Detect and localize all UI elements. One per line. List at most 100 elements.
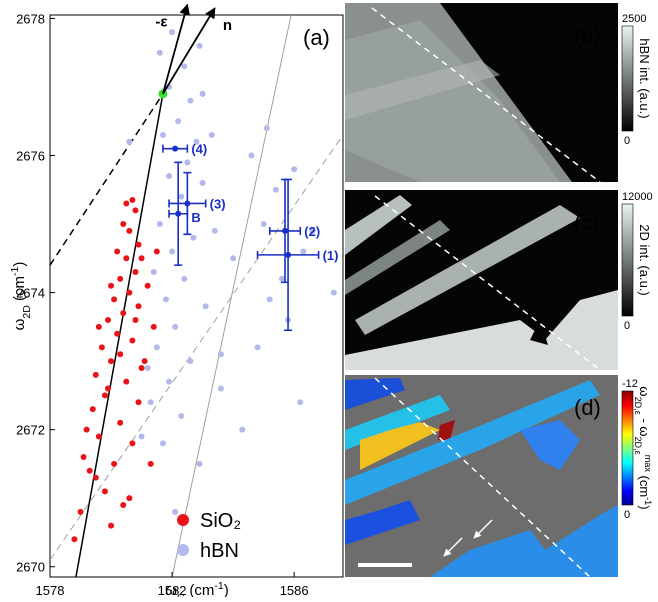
point bbox=[108, 522, 115, 529]
guide-line bbox=[171, 15, 292, 577]
colorbar-label: ω2D,ε - ω2D,εmax (cm-1) bbox=[633, 386, 653, 509]
label-part: hBN int. (a.u.) bbox=[637, 38, 652, 118]
label-part: 2D bbox=[21, 305, 33, 319]
point bbox=[211, 227, 218, 234]
point bbox=[104, 385, 111, 392]
point bbox=[172, 508, 179, 515]
guide-line bbox=[50, 134, 343, 561]
point bbox=[111, 460, 118, 467]
point bbox=[132, 207, 139, 214]
colorbar-tick-label: 12000 bbox=[622, 191, 653, 203]
point bbox=[98, 344, 105, 351]
x-tick-label: 1578 bbox=[36, 583, 65, 597]
point bbox=[166, 173, 173, 180]
label-part: G bbox=[177, 592, 185, 597]
point bbox=[278, 275, 285, 282]
point bbox=[135, 399, 142, 406]
error-point bbox=[175, 210, 182, 217]
error-label: (2) bbox=[304, 224, 320, 239]
map-b bbox=[345, 3, 618, 183]
label-part: ω bbox=[637, 386, 652, 396]
x-tick-label: 1586 bbox=[280, 583, 309, 597]
point bbox=[263, 125, 270, 132]
colorbar-tick-label: 0 bbox=[624, 509, 630, 521]
point bbox=[147, 399, 154, 406]
point bbox=[196, 460, 203, 467]
label-part: -1 bbox=[214, 580, 223, 592]
map-d bbox=[345, 375, 618, 578]
point bbox=[178, 193, 185, 200]
point bbox=[181, 63, 188, 70]
point bbox=[172, 323, 179, 330]
point bbox=[260, 221, 267, 228]
point bbox=[86, 467, 93, 474]
point bbox=[199, 90, 206, 97]
error-label: (1) bbox=[323, 248, 339, 263]
error-label: (3) bbox=[210, 196, 226, 211]
panel-label: (b) bbox=[574, 23, 601, 48]
point bbox=[108, 358, 115, 365]
map-c bbox=[345, 190, 618, 371]
label-part: ) bbox=[224, 582, 229, 597]
x-tick-label: 1582 bbox=[158, 583, 187, 597]
point bbox=[144, 364, 151, 371]
legend-label: hBN bbox=[200, 540, 239, 562]
point bbox=[309, 227, 316, 234]
point bbox=[272, 186, 279, 193]
plot-frame bbox=[49, 14, 344, 578]
error-label: B bbox=[191, 210, 200, 225]
point bbox=[166, 378, 173, 385]
label-part: ω bbox=[11, 318, 28, 330]
guide-line bbox=[50, 93, 164, 266]
colorbars bbox=[621, 25, 634, 506]
legend-marker bbox=[177, 514, 189, 526]
label-part: ) bbox=[637, 505, 652, 509]
point bbox=[92, 371, 99, 378]
label-part: -1 bbox=[9, 267, 21, 276]
point bbox=[266, 296, 273, 303]
point bbox=[89, 406, 96, 413]
point bbox=[126, 227, 133, 234]
y-tick-label: 2670 bbox=[16, 560, 45, 575]
label-part: 2D,ε bbox=[633, 436, 643, 454]
point bbox=[117, 275, 124, 282]
point bbox=[330, 289, 337, 296]
point bbox=[80, 454, 87, 461]
point bbox=[120, 502, 127, 509]
label-part: 2D,ε bbox=[633, 397, 643, 415]
point bbox=[126, 138, 133, 145]
point bbox=[190, 234, 197, 241]
error-point bbox=[285, 251, 292, 258]
point bbox=[248, 152, 255, 159]
colorbar-tick-label: -12 bbox=[622, 378, 638, 390]
point bbox=[193, 138, 200, 145]
point bbox=[196, 42, 203, 49]
point bbox=[297, 399, 304, 406]
y-tick-label: 2674 bbox=[16, 286, 45, 301]
error-point bbox=[282, 227, 289, 234]
point bbox=[120, 221, 127, 228]
point bbox=[156, 49, 163, 56]
label-part: (cm bbox=[637, 472, 652, 497]
label-part: -1 bbox=[643, 497, 653, 505]
label-part: (cm bbox=[185, 582, 214, 597]
point bbox=[108, 282, 115, 289]
label-part: - ω bbox=[637, 415, 652, 437]
point bbox=[101, 392, 108, 399]
point bbox=[120, 310, 127, 317]
point bbox=[254, 344, 261, 351]
point bbox=[141, 358, 148, 365]
point bbox=[217, 351, 224, 358]
point bbox=[153, 344, 160, 351]
point bbox=[77, 508, 84, 515]
point bbox=[129, 440, 136, 447]
label-part: max bbox=[643, 455, 653, 473]
point bbox=[129, 337, 136, 344]
point bbox=[114, 248, 121, 255]
x-axis-label: ωG (cm-1) bbox=[165, 580, 228, 597]
colorbar-label: hBN int. (a.u.) bbox=[637, 38, 652, 118]
point bbox=[181, 275, 188, 282]
point bbox=[217, 385, 224, 392]
arrow bbox=[162, 7, 216, 95]
